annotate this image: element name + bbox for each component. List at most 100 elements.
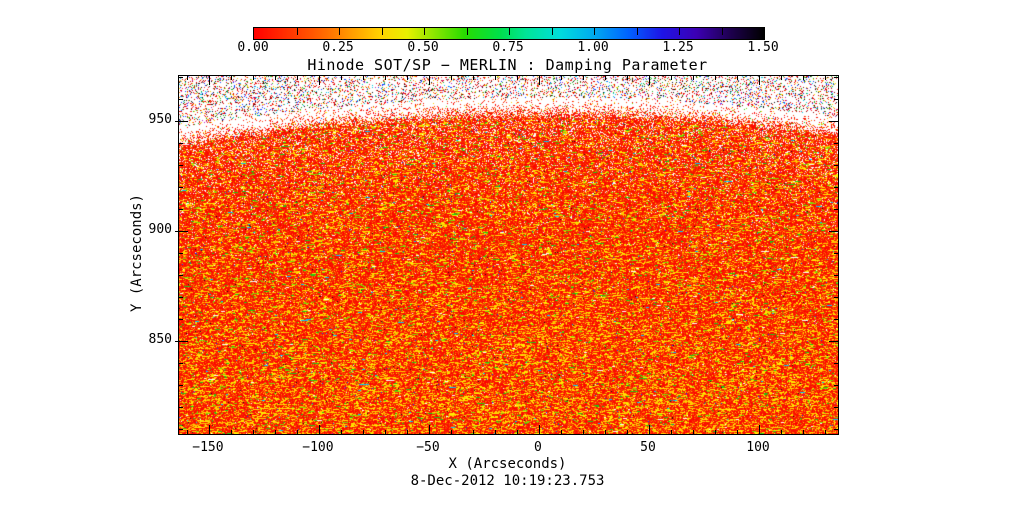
colorbar-tick: [679, 28, 680, 35]
axis-tick: [539, 425, 540, 434]
x-tick-label: −50: [416, 440, 440, 455]
axis-tick: [671, 430, 672, 434]
axis-tick: [407, 76, 408, 80]
axis-tick: [429, 425, 430, 434]
axis-tick: [297, 430, 298, 434]
colorbar-tick-label: 1.50: [747, 40, 779, 55]
axis-tick: [473, 76, 474, 80]
x-axis-label: X (Arcseconds): [448, 456, 567, 472]
axis-tick: [737, 76, 738, 80]
colorbar-tick: [509, 28, 510, 35]
axis-tick: [517, 430, 518, 434]
axis-tick: [649, 425, 650, 434]
axis-tick: [583, 76, 584, 80]
x-tick-label: 0: [534, 440, 542, 455]
colorbar-tick-label: 0.25: [322, 40, 354, 55]
axis-tick: [179, 143, 183, 144]
axis-tick: [627, 430, 628, 434]
axis-tick: [385, 76, 386, 80]
axis-tick: [179, 385, 183, 386]
axis-tick: [385, 430, 386, 434]
axis-tick: [179, 297, 183, 298]
x-tick-label: −100: [302, 440, 334, 455]
timestamp: 8-Dec-2012 10:19:23.753: [410, 473, 605, 489]
axis-tick: [517, 76, 518, 80]
axis-tick: [209, 76, 210, 85]
axis-tick: [363, 76, 364, 80]
axis-tick: [341, 430, 342, 434]
axis-tick: [495, 430, 496, 434]
axis-tick: [759, 425, 760, 434]
axis-tick: [179, 363, 183, 364]
axis-tick: [825, 430, 826, 434]
axis-tick: [737, 430, 738, 434]
axis-tick: [429, 76, 430, 85]
axis-tick: [539, 76, 540, 85]
axis-tick: [231, 430, 232, 434]
axis-tick: [759, 76, 760, 85]
axis-tick: [834, 407, 838, 408]
colorbar-tick: [551, 28, 553, 35]
axis-tick: [179, 407, 183, 408]
axis-tick: [187, 76, 188, 80]
axis-tick: [179, 99, 183, 100]
axis-tick: [834, 363, 838, 364]
axis-tick: [179, 275, 183, 276]
colorbar-tick-label: 1.25: [662, 40, 694, 55]
y-axis-label: Y (Arcseconds): [129, 194, 145, 313]
colorbar-tick: [339, 28, 340, 35]
axis-tick: [253, 76, 254, 80]
axis-tick: [803, 430, 804, 434]
axis-tick: [451, 430, 452, 434]
axis-tick: [627, 76, 628, 80]
axis-tick: [275, 430, 276, 434]
axes-overlay: [175, 76, 838, 434]
axis-tick: [319, 425, 320, 434]
colorbar-tick: [296, 28, 298, 35]
axis-tick: [363, 430, 364, 434]
colorbar-tick-label: 1.00: [577, 40, 609, 55]
axis-tick: [715, 430, 716, 434]
axis-tick: [319, 76, 320, 85]
colorbar-tick: [636, 28, 638, 35]
plot-area: [175, 75, 839, 435]
axis-tick: [693, 430, 694, 434]
axis-tick: [834, 297, 838, 298]
x-tick-label: −150: [192, 440, 224, 455]
axis-tick: [297, 76, 298, 80]
y-tick-label: 850: [148, 331, 172, 347]
axis-tick: [825, 76, 826, 80]
axis-tick: [179, 253, 183, 254]
plot-title: Hinode SOT/SP − MERLIN : Damping Paramet…: [307, 56, 708, 74]
axis-tick: [829, 121, 838, 122]
axis-tick: [605, 430, 606, 434]
axis-tick: [834, 99, 838, 100]
axis-tick: [175, 231, 188, 232]
axis-tick: [781, 76, 782, 80]
axis-tick: [179, 429, 183, 430]
colorbar-tick: [424, 28, 425, 35]
y-tick-label: 900: [148, 222, 172, 238]
axis-tick: [834, 385, 838, 386]
colorbar-tick-label: 0.00: [237, 40, 269, 55]
axis-tick: [834, 319, 838, 320]
heatmap-canvas: [179, 76, 838, 434]
axis-tick: [179, 165, 183, 166]
axis-tick: [834, 429, 838, 430]
axis-tick: [834, 165, 838, 166]
axis-tick: [671, 76, 672, 80]
axis-tick: [407, 430, 408, 434]
axis-tick: [231, 76, 232, 80]
axis-tick: [834, 253, 838, 254]
axis-tick: [451, 76, 452, 80]
colorbar-tick: [721, 28, 723, 35]
axis-tick: [834, 275, 838, 276]
axis-tick: [179, 209, 183, 210]
colorbar-tick: [381, 28, 383, 35]
axis-tick: [803, 76, 804, 80]
axis-tick: [179, 319, 183, 320]
axis-tick: [834, 143, 838, 144]
axis-tick: [829, 231, 838, 232]
axis-tick: [715, 76, 716, 80]
